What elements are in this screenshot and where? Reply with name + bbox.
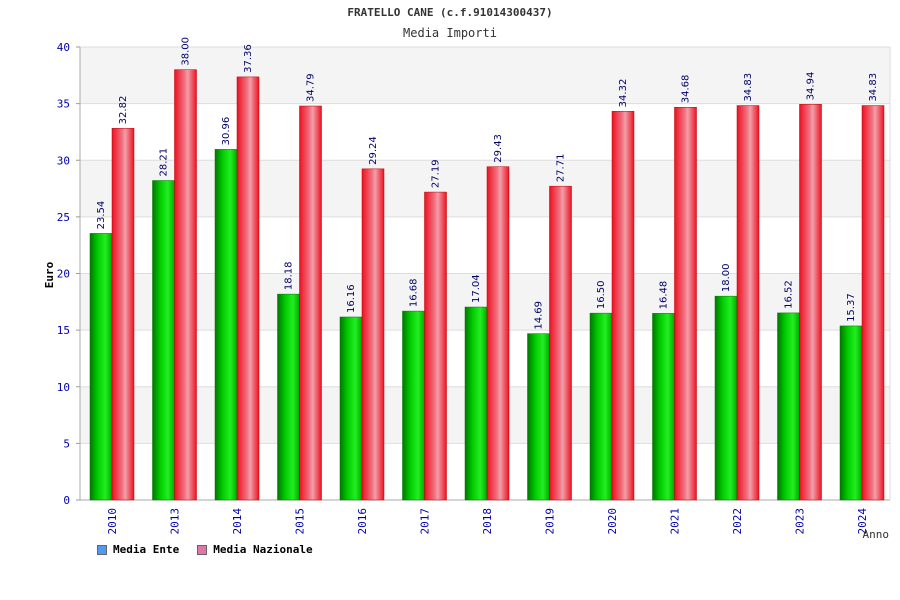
data-label-media-ente: 15.37 bbox=[846, 293, 857, 322]
bar-media-nazionale bbox=[861, 105, 885, 501]
bar-media-nazionale bbox=[799, 104, 822, 501]
legend-label-nazionale: Media Nazionale bbox=[213, 543, 313, 556]
data-label-media-ente: 28.21 bbox=[159, 148, 170, 177]
x-tick-label: 2016 bbox=[356, 508, 369, 535]
bar-media-ente bbox=[277, 293, 300, 501]
legend-item-nazionale: Media Nazionale bbox=[197, 543, 313, 556]
y-tick-label: 20 bbox=[57, 268, 70, 281]
y-tick-label: 25 bbox=[57, 211, 70, 224]
data-label-media-nazionale: 34.68 bbox=[681, 75, 692, 104]
bar-media-nazionale bbox=[611, 111, 635, 501]
bar-media-nazionale bbox=[236, 76, 260, 501]
y-tick-label: 0 bbox=[63, 494, 70, 507]
bar-media-nazionale bbox=[486, 166, 510, 501]
data-label-media-ente: 16.68 bbox=[409, 278, 420, 307]
data-label-media-ente: 30.96 bbox=[221, 117, 232, 146]
bar-media-nazionale bbox=[111, 128, 135, 501]
y-tick-label: 5 bbox=[63, 437, 70, 450]
bar-media-ente bbox=[339, 316, 363, 501]
bar-media-ente bbox=[652, 313, 675, 501]
legend-swatch-ente bbox=[97, 544, 107, 555]
data-label-media-nazionale: 34.94 bbox=[806, 72, 817, 101]
data-label-media-ente: 17.04 bbox=[471, 274, 482, 303]
legend-label-ente: Media Ente bbox=[113, 543, 180, 556]
bar-media-ente bbox=[402, 310, 425, 501]
x-tick-label: 2018 bbox=[481, 508, 494, 535]
bar-media-nazionale bbox=[424, 191, 447, 501]
data-label-media-nazionale: 27.71 bbox=[556, 154, 567, 183]
bar-media-ente bbox=[589, 312, 613, 501]
data-label-media-nazionale: 29.43 bbox=[493, 134, 504, 163]
legend-item-ente: Media Ente bbox=[97, 543, 179, 556]
data-label-media-ente: 18.18 bbox=[284, 261, 295, 290]
y-tick-label: 10 bbox=[57, 381, 70, 394]
data-label-media-nazionale: 37.36 bbox=[243, 44, 254, 73]
data-label-media-ente: 23.54 bbox=[96, 201, 107, 230]
y-tick-label: 15 bbox=[57, 324, 70, 337]
data-label-media-ente: 16.48 bbox=[659, 281, 670, 310]
bar-media-nazionale bbox=[736, 105, 760, 501]
y-tick-label: 40 bbox=[57, 41, 70, 54]
bar-media-ente bbox=[152, 180, 175, 501]
x-tick-label: 2024 bbox=[856, 508, 869, 535]
bar-media-nazionale bbox=[174, 69, 197, 501]
data-label-media-nazionale: 34.83 bbox=[868, 73, 879, 102]
legend: Media Ente Media Nazionale bbox=[97, 543, 313, 556]
data-label-media-nazionale: 32.82 bbox=[118, 96, 129, 125]
grid-band bbox=[80, 160, 890, 217]
bar-media-nazionale bbox=[674, 106, 697, 501]
data-label-media-ente: 16.52 bbox=[784, 280, 795, 309]
bar-media-ente bbox=[464, 306, 488, 501]
x-tick-label: 2014 bbox=[231, 508, 244, 535]
y-tick-label: 30 bbox=[57, 154, 70, 167]
x-tick-label: 2017 bbox=[419, 508, 432, 535]
data-label-media-nazionale: 27.19 bbox=[431, 159, 442, 188]
grid-band bbox=[80, 47, 890, 104]
y-axis-label: Euro bbox=[43, 261, 56, 288]
x-tick-label: 2010 bbox=[106, 508, 119, 535]
x-tick-label: 2015 bbox=[294, 508, 307, 535]
data-label-media-nazionale: 29.24 bbox=[368, 136, 379, 165]
x-tick-label: 2023 bbox=[794, 508, 807, 535]
data-label-media-ente: 16.50 bbox=[596, 280, 607, 309]
x-axis-label: Anno bbox=[863, 528, 890, 541]
data-label-media-ente: 18.00 bbox=[721, 264, 732, 293]
data-label-media-nazionale: 34.32 bbox=[618, 79, 629, 108]
bar-media-ente bbox=[714, 295, 738, 501]
x-tick-label: 2021 bbox=[669, 508, 682, 535]
data-label-media-nazionale: 38.00 bbox=[181, 37, 192, 66]
chart-title: FRATELLO CANE (c.f.91014300437) bbox=[347, 6, 553, 19]
chart-subtitle: Media Importi bbox=[403, 26, 497, 40]
data-label-media-ente: 14.69 bbox=[534, 301, 545, 330]
bar-media-ente bbox=[89, 233, 113, 501]
bar-media-ente bbox=[527, 333, 550, 501]
x-tick-label: 2019 bbox=[544, 508, 557, 535]
bar-media-ente bbox=[777, 312, 800, 501]
bar-media-ente bbox=[839, 325, 863, 501]
x-tick-label: 2013 bbox=[169, 508, 182, 535]
data-label-media-nazionale: 34.83 bbox=[743, 73, 754, 102]
bar-media-nazionale bbox=[361, 168, 385, 501]
x-tick-label: 2020 bbox=[606, 508, 619, 535]
bar-media-ente bbox=[214, 149, 238, 501]
y-tick-label: 35 bbox=[57, 98, 70, 111]
data-label-media-ente: 16.16 bbox=[346, 284, 357, 313]
bar-media-nazionale bbox=[549, 185, 572, 501]
legend-swatch-nazionale bbox=[197, 544, 208, 555]
x-tick-label: 2022 bbox=[731, 508, 744, 535]
data-label-media-nazionale: 34.79 bbox=[306, 73, 317, 102]
bar-media-nazionale bbox=[299, 105, 322, 501]
